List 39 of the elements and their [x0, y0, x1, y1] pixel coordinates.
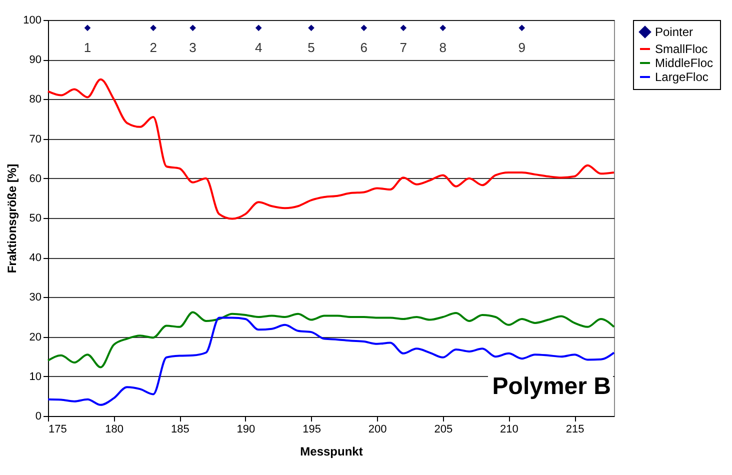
x-tick-label: 195 — [302, 424, 321, 436]
annotation: 5 — [308, 40, 315, 55]
legend-label: SmallFloc — [655, 42, 708, 56]
x-tick-label: 175 — [48, 424, 67, 436]
legend-label: Pointer — [655, 25, 694, 39]
annotation: 4 — [254, 40, 262, 55]
y-tick-label: 70 — [29, 133, 42, 146]
y-tick-label: 30 — [29, 292, 42, 304]
annotation: 9 — [518, 40, 526, 55]
y-axis-title: Fraktionsgröße [%] — [5, 164, 20, 274]
line-series — [47, 316, 615, 406]
x-tick-label: 210 — [500, 424, 518, 436]
y-tick-label: 10 — [29, 370, 42, 383]
annotation: 2 — [150, 40, 157, 55]
y-tick-label: 0 — [35, 410, 42, 422]
x-tick-label: 205 — [434, 424, 453, 436]
y-tick-label: 100 — [23, 14, 42, 26]
annotation: 1 — [84, 40, 92, 55]
annotation: 7 — [400, 40, 408, 55]
x-axis-title: Messpunkt — [300, 444, 363, 458]
y-tick-label: 90 — [29, 54, 42, 66]
annotation: 8 — [439, 40, 446, 55]
line-series — [47, 78, 615, 220]
x-tick-label: 180 — [105, 424, 124, 436]
y-tick-label: 80 — [29, 94, 42, 106]
x-tick-label: 215 — [566, 424, 584, 436]
legend-label: MiddleFloc — [655, 56, 714, 70]
annotation: 6 — [360, 40, 368, 55]
x-tick-label: 185 — [170, 424, 190, 436]
annotation: Polymer B — [492, 373, 611, 400]
y-tick-label: 20 — [29, 331, 42, 344]
y-tick-label: 40 — [29, 252, 42, 264]
y-tick-label: 50 — [29, 212, 42, 224]
annotation: 3 — [189, 40, 196, 55]
y-tick-label: 60 — [29, 172, 42, 185]
x-tick-label: 190 — [236, 424, 256, 436]
line-series — [47, 311, 615, 368]
x-tick-label: 200 — [368, 424, 387, 436]
legend-label: LargeFloc — [655, 70, 708, 84]
